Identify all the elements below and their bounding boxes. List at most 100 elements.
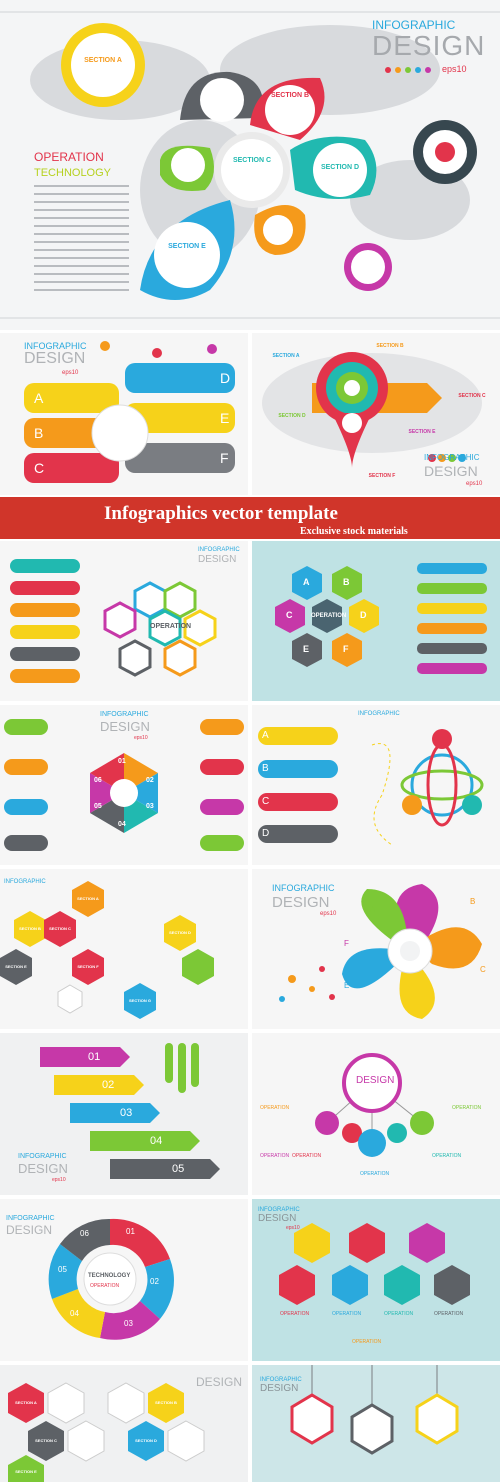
panel-n-brand-main: DESIGN	[196, 1375, 243, 1389]
panel-n-section-b: SECTION B	[155, 1400, 177, 1405]
panel-k-label-5: OPERATION	[360, 1171, 390, 1177]
panel-ribbon-letters: INFOGRAPHIC DESIGN eps10 A B C D E F	[0, 333, 248, 495]
panel-c-brand-main: DESIGN	[424, 463, 478, 479]
panel-f-brand-version: eps10	[134, 735, 148, 741]
panel-m-brand-main: DESIGN	[258, 1213, 297, 1224]
panel-k-label-6: OPERATION	[260, 1153, 290, 1159]
panel-scattered-hex: INFOGRAPHIC SECTION A SECTION B SECTION …	[0, 869, 248, 1029]
panel-k-label-2: OPERATION	[452, 1105, 482, 1111]
panel-n-section-c: SECTION C	[35, 1438, 57, 1443]
panel-l-number-04: 04	[70, 1309, 79, 1318]
hero-section-a: SECTION A	[84, 57, 122, 64]
panel-i-letter-c: C	[480, 965, 486, 974]
panel-j-number-05: 05	[172, 1163, 185, 1175]
panel-l-brand-main: DESIGN	[6, 1223, 53, 1237]
panel-e-letter-e: E	[303, 644, 310, 654]
panel-b-letter-e: E	[220, 410, 230, 426]
panel-hex-pie: INFOGRAPHIC DESIGN eps10 01 02 03 04 05 …	[0, 705, 248, 865]
panel-b-brand-top: INFOGRAPHIC	[24, 341, 87, 351]
panel-m-label-2: OPERATION	[332, 1311, 362, 1317]
panel-d-center: OPERATION	[150, 623, 192, 630]
hero-section-d: SECTION D	[320, 164, 360, 171]
panel-l-brand-top: INFOGRAPHIC	[6, 1215, 55, 1222]
panel-c-section-a: SECTION A	[272, 353, 300, 359]
panel-g-letter-c: C	[262, 796, 270, 807]
panel-l-number-03: 03	[124, 1319, 133, 1328]
panel-f-brand-top: INFOGRAPHIC	[100, 711, 149, 718]
panel-i-letter-e: E	[344, 981, 350, 990]
panel-i-brand-top: INFOGRAPHIC	[272, 883, 335, 893]
panel-teal-hex: A B C D E F OPERATION	[252, 541, 500, 701]
panel-b-letter-c: C	[34, 460, 45, 476]
panel-d-brand-top: INFOGRAPHIC	[198, 547, 240, 553]
hero-section-c: SECTION C	[232, 157, 272, 164]
panel-f-brand-main: DESIGN	[100, 719, 150, 734]
panel-h-section-c: SECTION C	[49, 926, 71, 931]
panel-j-number-04: 04	[150, 1135, 163, 1147]
hero-brand-top: INFOGRAPHIC	[372, 18, 456, 32]
panel-l-number-05: 05	[58, 1265, 67, 1274]
panel-e-center: OPERATION	[311, 613, 347, 619]
panel-h-section-g: SECTION G	[128, 998, 151, 1003]
panel-m-label-5: OPERATION	[352, 1339, 382, 1345]
banner-title: Infographics vector template	[104, 503, 338, 524]
panel-m-label-4: OPERATION	[434, 1311, 464, 1317]
panel-b-brand-version: eps10	[62, 370, 79, 376]
panel-e-letter-b: B	[343, 577, 350, 587]
panel-l-technology: TECHNOLOGY	[88, 1273, 131, 1279]
hero-brand-main: DESIGN	[372, 30, 486, 61]
panel-e-letter-c: C	[286, 610, 293, 620]
panel-m-label-1: OPERATION	[280, 1311, 310, 1317]
panel-i-letter-b: B	[470, 897, 476, 906]
panel-i-letter-f: F	[344, 939, 349, 948]
hero-operation: OPERATION	[34, 150, 104, 164]
panel-e-letter-a: A	[303, 577, 310, 587]
panel-m-label-3: OPERATION	[384, 1311, 414, 1317]
panel-c-section-b: SECTION B	[376, 343, 404, 349]
panel-b-letter-f: F	[220, 450, 229, 466]
hero-infographic: INFOGRAPHIC DESIGN eps10 OPERATION TECHN…	[0, 0, 500, 330]
panel-h-brand-top: INFOGRAPHIC	[4, 879, 46, 885]
hero-graphic	[0, 11, 500, 319]
panel-k-label-1: OPERATION	[260, 1105, 290, 1111]
panel-j-brand-main: DESIGN	[18, 1161, 68, 1176]
panel-f-number-02: 02	[146, 777, 154, 784]
panel-l-number-02: 02	[150, 1277, 159, 1286]
panel-j-brand-version: eps10	[52, 1177, 66, 1183]
panel-g-letter-d: D	[262, 828, 270, 839]
panel-f-number-06: 06	[94, 777, 102, 784]
panel-l-number-06: 06	[80, 1229, 89, 1238]
panel-o-brand-top: INFOGRAPHIC	[260, 1377, 302, 1383]
panel-n-section-e: SECTION E	[15, 1469, 37, 1474]
panel-pin: SECTION A SECTION B SECTION C SECTION D …	[252, 333, 500, 495]
panel-hex-cluster: OPERATION INFOGRAPHIC DESIGN	[0, 541, 248, 701]
panel-f-number-04: 04	[118, 821, 126, 828]
panel-e-letter-f: F	[343, 644, 349, 654]
panel-j-number-01: 01	[88, 1051, 101, 1063]
panel-hex-grid: DESIGN SECTION A SECTION B SECTION C SEC…	[0, 1365, 248, 1482]
panel-c-section-e: SECTION E	[408, 429, 436, 435]
panel-f-number-05: 05	[94, 803, 102, 810]
panel-b-letter-b: B	[34, 425, 44, 441]
hero-section-e: SECTION E	[168, 243, 206, 250]
panel-f-number-01: 01	[118, 758, 126, 765]
panel-n-section-a: SECTION A	[15, 1400, 37, 1405]
panel-h-section-f: SECTION F	[77, 964, 99, 969]
hero-section-b: SECTION B	[270, 92, 310, 99]
hero-technology: TECHNOLOGY	[34, 167, 112, 179]
panel-i-brand-main: DESIGN	[272, 894, 330, 911]
panel-ring: INFOGRAPHIC DESIGN TECHNOLOGY OPERATION …	[0, 1199, 248, 1361]
panel-i-brand-version: eps10	[320, 911, 337, 917]
panel-n-section-d: SECTION D	[135, 1438, 157, 1443]
panel-c-brand-version: eps10	[466, 481, 483, 487]
panel-j-number-02: 02	[102, 1079, 115, 1091]
panel-l-number-01: 01	[126, 1227, 135, 1236]
panel-m-brand-top: INFOGRAPHIC	[258, 1207, 300, 1213]
panel-hanging-hex: INFOGRAPHIC DESIGN eps10 OPERATION OPERA…	[252, 1199, 500, 1361]
banner-subtitle: Exclusive stock materials	[300, 526, 408, 537]
panel-k-brand-main: DESIGN	[356, 1075, 395, 1086]
panel-d-brand-main: DESIGN	[198, 554, 237, 565]
panel-h-section-d: SECTION D	[169, 930, 191, 935]
title-banner: Infographics vector template Exclusive s…	[0, 497, 500, 539]
panel-b-brand-main: DESIGN	[24, 350, 86, 367]
